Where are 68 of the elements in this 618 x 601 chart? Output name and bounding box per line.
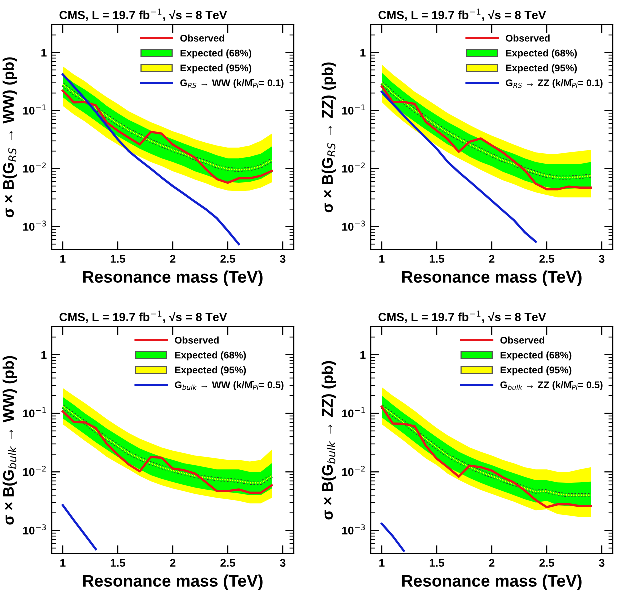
- y-tick-label: 10$^{−2}$: [342, 466, 365, 476]
- y-tick-label: 10$^{−3}$: [24, 524, 46, 535]
- y-tick-label: 10$^{−2}$: [342, 162, 365, 173]
- legend-label: Expected (95%): [175, 366, 246, 376]
- legend-label: Observed: [175, 336, 219, 344]
- legend-label: Expected (68%): [180, 50, 252, 59]
- legend-label: Observed: [506, 34, 550, 42]
- x-tick-label: 1: [60, 255, 66, 263]
- legend-label: Observed: [500, 336, 544, 344]
- x-tick-label: 3: [280, 559, 286, 568]
- x-tick-label: 2: [170, 255, 176, 263]
- x-tick-label: 1: [60, 559, 66, 567]
- x-axis-title: Resonance mass (TeV): [83, 574, 263, 590]
- y-tick-label: 1: [360, 351, 366, 359]
- legend-label: Expected (95%): [506, 64, 578, 74]
- x-tick-label: 1.5: [110, 255, 126, 264]
- legend-label: Expected (95%): [180, 64, 252, 74]
- y-axis-title: σ × B(G$_{RS}$ → WW) (pb): [2, 58, 18, 218]
- legend-label: G$_{bulk}$ → WW (k/M̄$_{Pl}$= 0.5): [175, 381, 284, 390]
- x-tick-label: 3: [599, 255, 605, 264]
- legend-label: Expected (68%): [506, 50, 578, 59]
- legend-label: Expected (68%): [175, 352, 246, 361]
- legend-label: Expected (95%): [500, 366, 572, 376]
- legend-label: Observed: [180, 34, 224, 42]
- chart-title: CMS, L = 19.7 fb$^{−1}$, √s = 8 TeV: [60, 310, 228, 324]
- y-tick-label: 10$^{−2}$: [24, 466, 46, 476]
- x-tick-label: 3: [599, 559, 605, 568]
- x-tick-label: 1: [380, 559, 385, 567]
- y-axis-title: σ × B(G$_{bulk}$ → WW) (pb): [2, 356, 18, 525]
- legend-label: G$_{bulk}$ → ZZ (k/M̄$_{Pl}$= 0.5): [500, 381, 603, 390]
- x-axis-title: Resonance mass (TeV): [402, 270, 582, 286]
- x-tick-label: 2: [170, 559, 176, 567]
- x-tick-label: 3: [280, 255, 286, 264]
- chart-title: CMS, L = 19.7 fb$^{−1}$, √s = 8 TeV: [378, 310, 546, 324]
- chart-title: CMS, L = 19.7 fb$^{−1}$, √s = 8 TeV: [378, 8, 546, 22]
- x-tick-label: 1.5: [430, 559, 444, 568]
- y-tick-label: 10$^{−1}$: [342, 408, 366, 418]
- legend-label: Expected (68%): [500, 352, 572, 361]
- x-tick-label: 1.5: [110, 559, 126, 568]
- line-series: [62, 410, 274, 494]
- x-tick-label: 2.5: [220, 255, 236, 264]
- x-axis-title: Resonance mass (TeV): [83, 270, 263, 286]
- y-tick-label: 10$^{−3}$: [342, 524, 366, 535]
- x-tick-label: 2: [489, 559, 495, 567]
- y-tick-label: 1: [42, 49, 47, 57]
- line-series: [62, 504, 98, 550]
- x-axis-title: Resonance mass (TeV): [402, 574, 582, 590]
- chart-title: CMS, L = 19.7 fb$^{−1}$, √s = 8 TeV: [60, 8, 228, 22]
- x-tick-label: 2.5: [540, 255, 554, 264]
- line-series: [380, 90, 538, 244]
- y-tick-label: 10$^{−1}$: [24, 104, 46, 115]
- x-tick-label: 2.5: [220, 559, 236, 568]
- y-tick-label: 1: [42, 351, 47, 359]
- y-axis-title: σ × B(G$_{bulk}$ → ZZ) (pb): [322, 361, 336, 520]
- y-tick-label: 1: [360, 49, 366, 57]
- x-tick-label: 1.5: [430, 255, 444, 264]
- legend-label: G$_{RS}$ → WW (k/M̄$_{Pl}$= 0.1): [180, 79, 284, 88]
- y-tick-label: 10$^{−3}$: [24, 220, 46, 231]
- y-tick-label: 10$^{−1}$: [342, 104, 366, 115]
- y-tick-label: 10$^{−2}$: [24, 162, 46, 173]
- x-tick-label: 2.5: [540, 559, 554, 568]
- legend-label: G$_{RS}$ → ZZ (k/M̄$_{Pl}$= 0.1): [506, 79, 603, 88]
- y-axis-title: σ × B(G$_{RS}$ → ZZ) (pb): [322, 62, 336, 213]
- line-series: [62, 90, 274, 184]
- x-tick-label: 1: [380, 255, 385, 263]
- y-tick-label: 10$^{−3}$: [342, 220, 366, 231]
- x-tick-label: 2: [489, 255, 495, 263]
- y-tick-label: 10$^{−1}$: [24, 408, 46, 418]
